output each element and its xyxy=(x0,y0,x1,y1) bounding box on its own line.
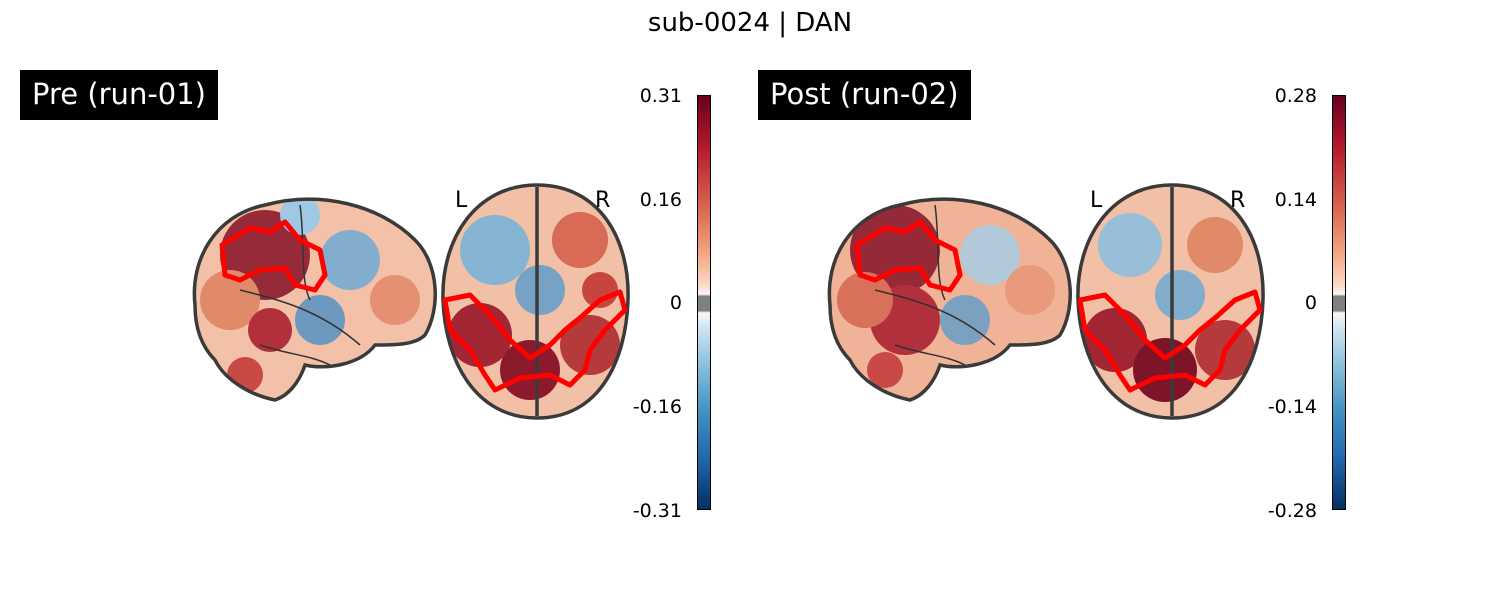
colorbar-tick: 0.16 xyxy=(639,189,682,211)
panel-post: Post (run-02) xyxy=(635,0,1385,600)
colorbar xyxy=(1332,95,1346,510)
panel-pre: Pre (run-01) xyxy=(20,70,711,522)
hemisphere-left-label: L xyxy=(455,188,468,213)
colorbar-tick: 0.28 xyxy=(1274,85,1317,107)
colorbar xyxy=(697,95,711,510)
colorbar-tick: -0.16 xyxy=(632,396,682,418)
brain-glass-plot xyxy=(827,183,1265,420)
panel-label: Post (run-02) xyxy=(758,70,971,120)
colorbar-tick: -0.28 xyxy=(1267,500,1317,522)
roi-outline xyxy=(854,219,963,293)
sagittal-view xyxy=(194,199,436,400)
panel-label: Pre (run-01) xyxy=(20,70,218,120)
colorbar-tick: -0.14 xyxy=(1267,396,1317,418)
sagittal-view xyxy=(829,199,1071,400)
colorbar-tick: -0.31 xyxy=(632,500,682,522)
colorbar-tick: 0 xyxy=(669,292,682,314)
roi-outline xyxy=(442,289,628,393)
colorbar-tick: 0 xyxy=(1304,292,1317,314)
hemisphere-right-label: R xyxy=(595,188,611,213)
hemisphere-right-label: R xyxy=(1230,188,1246,213)
roi-outline xyxy=(219,219,328,293)
hemisphere-left-label: L xyxy=(1090,188,1103,213)
colorbar-tick: 0.14 xyxy=(1274,189,1317,211)
brain-glass-plot xyxy=(192,183,630,420)
roi-outline xyxy=(1077,289,1263,393)
figure-title: sub-0024 | DAN xyxy=(647,8,853,38)
colorbar-tick: 0.31 xyxy=(639,85,682,107)
